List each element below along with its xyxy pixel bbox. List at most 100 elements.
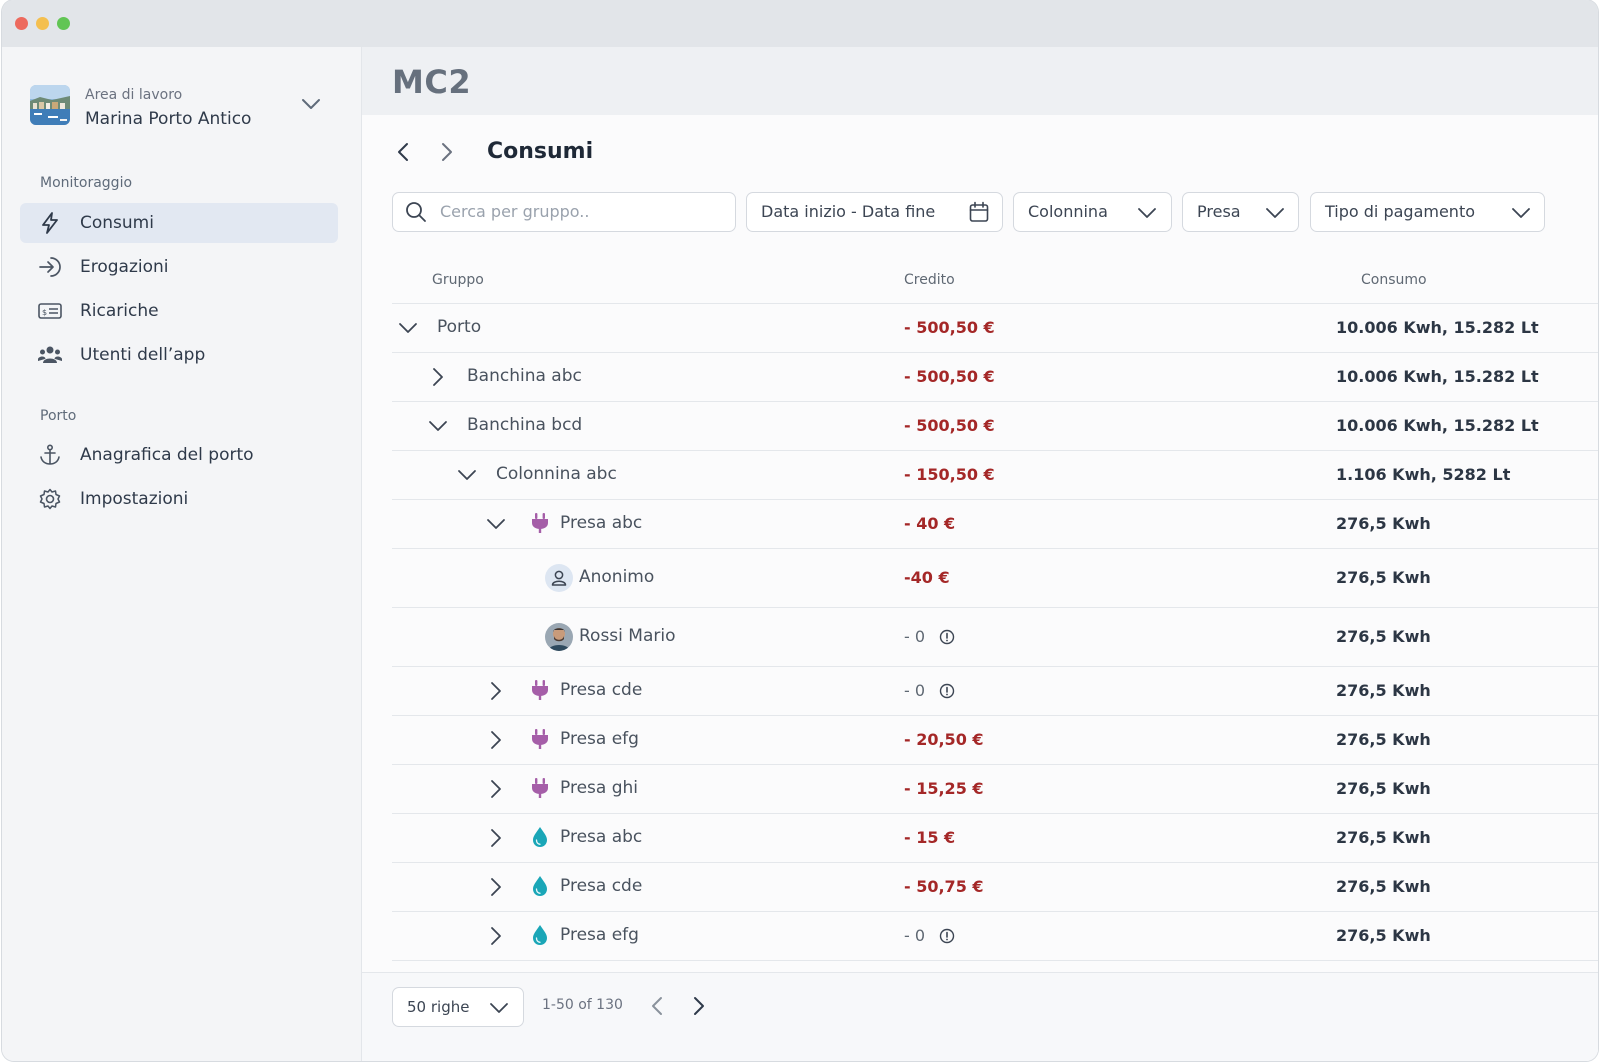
rows-per-page-label: 50 righe [407,998,470,1016]
row-name: Presa abc [560,513,643,533]
row-name: Presa abc [560,827,643,847]
chevron-down-icon[interactable] [456,464,478,486]
row-name: Colonnina abc [496,464,617,484]
chevron-right-icon[interactable] [485,729,507,751]
row-consumption: 276,5 Kwh [1336,627,1431,646]
row-credit: - 20,50 € [904,730,984,749]
maximize-window-button[interactable] [57,17,70,30]
sidebar-item-label: Consumi [80,213,154,233]
forward-arrow-icon[interactable] [434,139,458,165]
sidebar-item-utenti[interactable]: Utenti dell’app [20,335,338,375]
table-row[interactable]: Presa ghi - 15,25 € 276,5 Kwh [392,765,1598,814]
date-range-picker[interactable]: Data inizio - Data fine [746,192,1003,232]
info-icon[interactable] [939,683,955,699]
row-consumption: 10.006 Kwh, 15.282 Lt [1336,416,1539,435]
row-credit: - 500,50 € [904,367,995,386]
table-row[interactable]: Banchina bcd - 500,50 € 10.006 Kwh, 15.2… [392,402,1598,451]
row-name: Rossi Mario [579,626,676,646]
row-consumption: 1.106 Kwh, 5282 Lt [1336,465,1511,484]
table-row[interactable]: Presa cde - 0 276,5 Kwh [392,667,1598,716]
row-name: Presa cde [560,876,643,896]
chevron-down-icon[interactable] [397,317,419,339]
row-consumption: 10.006 Kwh, 15.282 Lt [1336,318,1539,337]
chevron-down-icon[interactable] [485,513,507,535]
search-placeholder: Cerca per gruppo.. [440,202,590,221]
row-name: Banchina bcd [467,415,583,435]
workspace-thumbnail [30,85,70,125]
table-row[interactable]: Rossi Mario - 0 276,5 Kwh [392,608,1598,667]
back-arrow-icon[interactable] [392,139,416,165]
search-input[interactable]: Cerca per gruppo.. [392,192,736,232]
row-consumption: 276,5 Kwh [1336,568,1431,587]
table-row[interactable]: Porto - 500,50 € 10.006 Kwh, 15.282 Lt [392,304,1598,353]
chevron-right-icon[interactable] [485,778,507,800]
chevron-right-icon[interactable] [485,876,507,898]
column-header-gruppo[interactable]: Gruppo [432,272,484,288]
calendar-icon [969,201,989,222]
close-window-button[interactable] [15,17,28,30]
row-credit: - 15,25 € [904,779,984,798]
app-header: MC2 [362,47,1598,115]
chevron-right-icon[interactable] [485,925,507,947]
row-name: Presa cde [560,680,643,700]
presa-label: Presa [1197,202,1241,221]
sidebar-item-label: Anagrafica del porto [80,445,254,465]
chevron-down-icon [1138,208,1156,218]
row-credit: - 40 € [904,514,956,533]
water-drop-icon [533,925,547,945]
row-credit: - 500,50 € [904,416,995,435]
table-row[interactable]: Banchina abc - 500,50 € 10.006 Kwh, 15.2… [392,353,1598,402]
workspace-label: Area di lavoro [85,87,183,103]
colonnina-dropdown[interactable]: Colonnina [1013,192,1172,232]
sidebar-item-erogazioni[interactable]: Erogazioni [20,247,338,287]
tipo-pagamento-dropdown[interactable]: Tipo di pagamento [1310,192,1545,232]
table-row[interactable]: Colonnina abc - 150,50 € 1.106 Kwh, 5282… [392,451,1598,500]
avatar [545,623,573,651]
sidebar-item-anagrafica[interactable]: Anagrafica del porto [20,435,338,475]
row-credit: - 0 [904,681,926,700]
user-icon [551,570,567,586]
sidebar-item-ricariche[interactable]: $ Ricariche [20,291,338,331]
sidebar-item-consumi[interactable]: Consumi [20,203,338,243]
table-row[interactable]: Presa cde - 50,75 € 276,5 Kwh [392,863,1598,912]
workspace-selector[interactable]: Area di lavoro Marina Porto Antico [30,85,340,133]
chevron-right-icon[interactable] [485,680,507,702]
row-consumption: 276,5 Kwh [1336,926,1431,945]
workspace-name: Marina Porto Antico [85,109,252,129]
table-row[interactable]: Presa efg - 20,50 € 276,5 Kwh [392,716,1598,765]
row-consumption: 276,5 Kwh [1336,514,1431,533]
users-icon [38,346,62,363]
column-header-credito[interactable]: Credito [904,272,955,288]
minimize-window-button[interactable] [36,17,49,30]
chevron-right-icon[interactable] [427,366,449,388]
chevron-right-icon[interactable] [485,827,507,849]
sidebar-item-label: Erogazioni [80,257,169,277]
table-row[interactable]: Presa abc - 40 € 276,5 Kwh [392,500,1598,549]
svg-text:$: $ [42,308,47,317]
row-consumption: 10.006 Kwh, 15.282 Lt [1336,367,1539,386]
chevron-down-icon[interactable] [427,415,449,437]
info-icon[interactable] [939,928,955,944]
column-header-consumo[interactable]: Consumo [1361,272,1427,288]
row-name: Presa ghi [560,778,638,798]
row-credit: - 15 € [904,828,956,847]
table-row[interactable]: Presa efg - 0 276,5 Kwh [392,912,1598,961]
table-row[interactable]: Anonimo -40 € 276,5 Kwh [392,549,1598,608]
sidebar-item-impostazioni[interactable]: Impostazioni [20,479,338,519]
row-name: Presa efg [560,729,639,749]
presa-dropdown[interactable]: Presa [1182,192,1299,232]
section-title-monitoraggio: Monitoraggio [40,175,133,191]
gear-icon [39,488,61,510]
row-credit: - 0 [904,926,926,945]
row-credit: - 500,50 € [904,318,995,337]
colonnina-label: Colonnina [1028,202,1108,221]
sidebar-item-label: Impostazioni [80,489,189,509]
previous-page-icon[interactable] [646,993,670,1019]
rows-per-page-select[interactable]: 50 righe [392,987,524,1027]
info-icon[interactable] [939,629,955,645]
chevron-down-icon[interactable] [300,93,322,115]
search-icon [406,202,426,222]
next-page-icon[interactable] [686,993,710,1019]
table-row[interactable]: Presa abc - 15 € 276,5 Kwh [392,814,1598,863]
